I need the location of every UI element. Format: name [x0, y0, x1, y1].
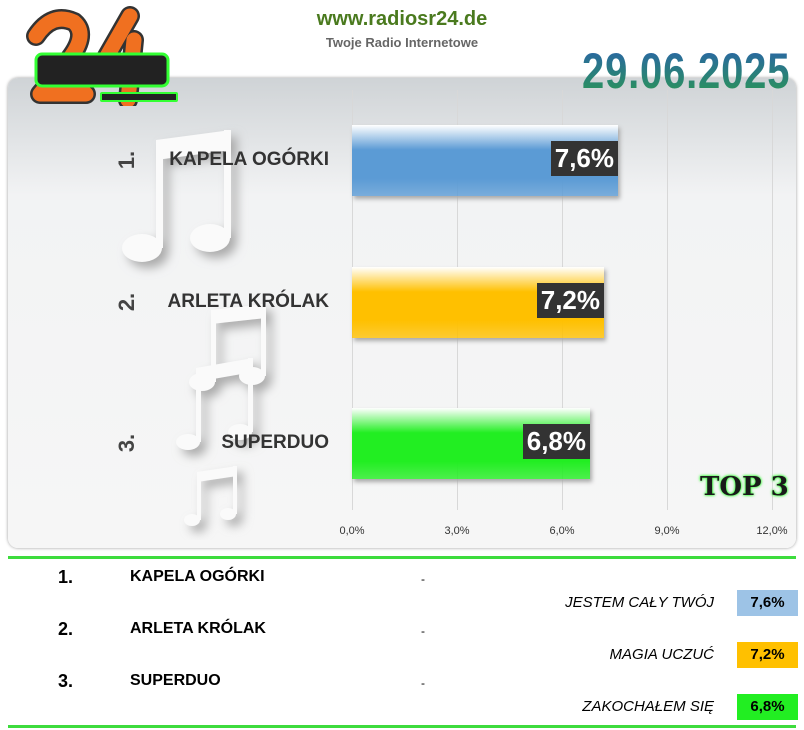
- table-artist: KAPELA OGÓRKI: [130, 568, 265, 585]
- topsr-logo: [26, 6, 178, 106]
- artist-label: KAPELA OGÓRKI: [169, 149, 329, 170]
- music-notes-decoration: [122, 130, 266, 526]
- x-tick-label: 12,0%: [756, 525, 788, 537]
- bar: 7,6%: [352, 125, 618, 196]
- table-artist: ARLETA KRÓLAK: [130, 620, 266, 637]
- bar-value-label: 6,8%: [522, 424, 590, 459]
- table-dash: -: [421, 624, 425, 638]
- rank-label: 2.: [114, 292, 140, 312]
- table-rank: 1.: [58, 567, 74, 587]
- x-tick-label: 3,0%: [444, 525, 470, 537]
- divider: [8, 556, 796, 559]
- table-rank: 3.: [58, 671, 74, 691]
- chart-date: 29.06.2025: [581, 43, 790, 99]
- artist-label: ARLETA KRÓLAK: [167, 291, 329, 312]
- divider: [8, 725, 796, 728]
- bar-value-label: 7,6%: [550, 141, 618, 176]
- slogan: Twoje Radio Internetowe: [325, 35, 479, 50]
- table-dash: -: [421, 676, 425, 690]
- table-song: MAGIA UCZUĆ: [609, 646, 714, 663]
- x-tick-label: 6,0%: [549, 525, 575, 537]
- x-tick-label: 9,0%: [654, 525, 680, 537]
- artist-label: SUPERDUO: [221, 432, 329, 453]
- music-note-icon: [176, 358, 253, 450]
- gridline: [667, 90, 668, 510]
- music-note-icon: [122, 130, 231, 262]
- bar: 7,2%: [352, 267, 604, 338]
- bar: 6,8%: [352, 408, 590, 479]
- rank-label: 3.: [114, 433, 140, 453]
- table-song: ZAKOCHAŁEM SIĘ: [582, 698, 714, 715]
- x-tick-label: 0,0%: [339, 525, 365, 537]
- site-url[interactable]: www.radiosr24.de: [316, 8, 488, 30]
- table-value: 7,2%: [737, 642, 798, 668]
- table-rank: 2.: [58, 619, 74, 639]
- gridline: [772, 90, 773, 510]
- table-value: 6,8%: [737, 694, 798, 720]
- bar-value-label: 7,2%: [536, 283, 604, 318]
- top3-badge: TOP 3: [700, 472, 789, 502]
- table-dash: -: [421, 572, 425, 586]
- table-value: 7,6%: [737, 590, 798, 616]
- rank-label: 1.: [114, 150, 140, 170]
- table-artist: SUPERDUO: [130, 672, 221, 689]
- music-note-icon: [184, 466, 237, 526]
- table-song: JESTEM CAŁY TWÓJ: [565, 594, 714, 611]
